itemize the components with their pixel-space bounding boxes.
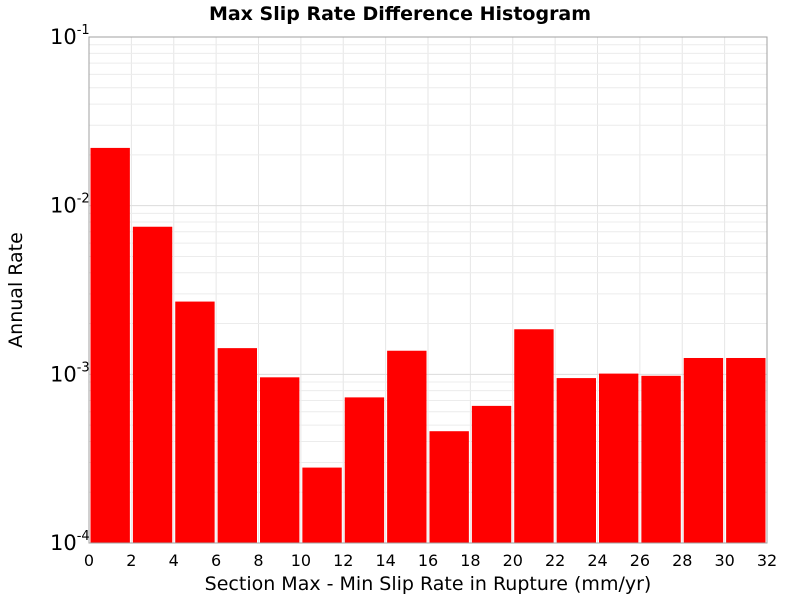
x-tick-label: 20 xyxy=(503,551,523,570)
x-tick-label: 16 xyxy=(418,551,438,570)
y-tick-exponent: -3 xyxy=(77,360,90,375)
histogram-bars xyxy=(90,147,766,543)
histogram-bar xyxy=(132,226,173,543)
x-tick-label: 8 xyxy=(253,551,263,570)
histogram-bar xyxy=(599,373,639,543)
histogram-bar xyxy=(217,348,257,543)
x-tick-label: 26 xyxy=(630,551,650,570)
histogram-bar xyxy=(471,405,512,543)
histogram-bar xyxy=(90,147,130,543)
histogram-bar xyxy=(514,329,554,543)
x-tick-label: 0 xyxy=(84,551,94,570)
x-tick-label: 2 xyxy=(126,551,136,570)
histogram-bar xyxy=(387,350,427,543)
histogram-bar xyxy=(260,377,300,543)
histogram-bar xyxy=(641,375,681,543)
chart-title: Max Slip Rate Difference Histogram xyxy=(209,3,591,25)
histogram-bar xyxy=(556,378,596,543)
x-tick-label: 30 xyxy=(714,551,734,570)
x-tick-label: 10 xyxy=(291,551,311,570)
x-tick-label: 24 xyxy=(587,551,607,570)
y-tick-exponent: -2 xyxy=(77,192,90,207)
x-tick-label: 18 xyxy=(460,551,480,570)
x-tick-label: 32 xyxy=(757,551,777,570)
histogram-bar xyxy=(302,467,342,543)
histogram-bar xyxy=(175,301,215,543)
plot-frame xyxy=(88,36,768,544)
x-tick-label: 6 xyxy=(211,551,221,570)
y-tick-exponent: -4 xyxy=(77,529,90,544)
histogram-bar xyxy=(429,431,469,543)
histogram-bar xyxy=(344,397,385,543)
x-tick-label: 14 xyxy=(375,551,395,570)
y-axis-label: Annual Rate xyxy=(5,232,27,348)
x-tick-label: 28 xyxy=(672,551,692,570)
x-axis-ticks: 0 2 4 6 8 10 12 14 16 18 20 22 24 26 28 30 32 xyxy=(84,551,777,570)
x-tick-label: 22 xyxy=(545,551,565,570)
histogram-bar xyxy=(683,357,724,543)
x-axis-label: Section Max - Min Slip Rate in Rupture (… xyxy=(205,573,652,595)
x-tick-label: 4 xyxy=(169,551,179,570)
histogram-bar xyxy=(726,357,766,543)
x-tick-label: 12 xyxy=(333,551,353,570)
y-tick-exponent: -1 xyxy=(77,23,90,38)
